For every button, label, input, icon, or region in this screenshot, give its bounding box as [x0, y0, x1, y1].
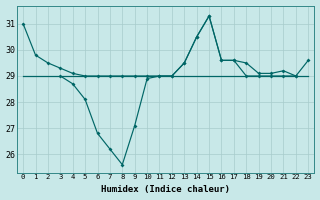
X-axis label: Humidex (Indice chaleur): Humidex (Indice chaleur) — [101, 185, 230, 194]
